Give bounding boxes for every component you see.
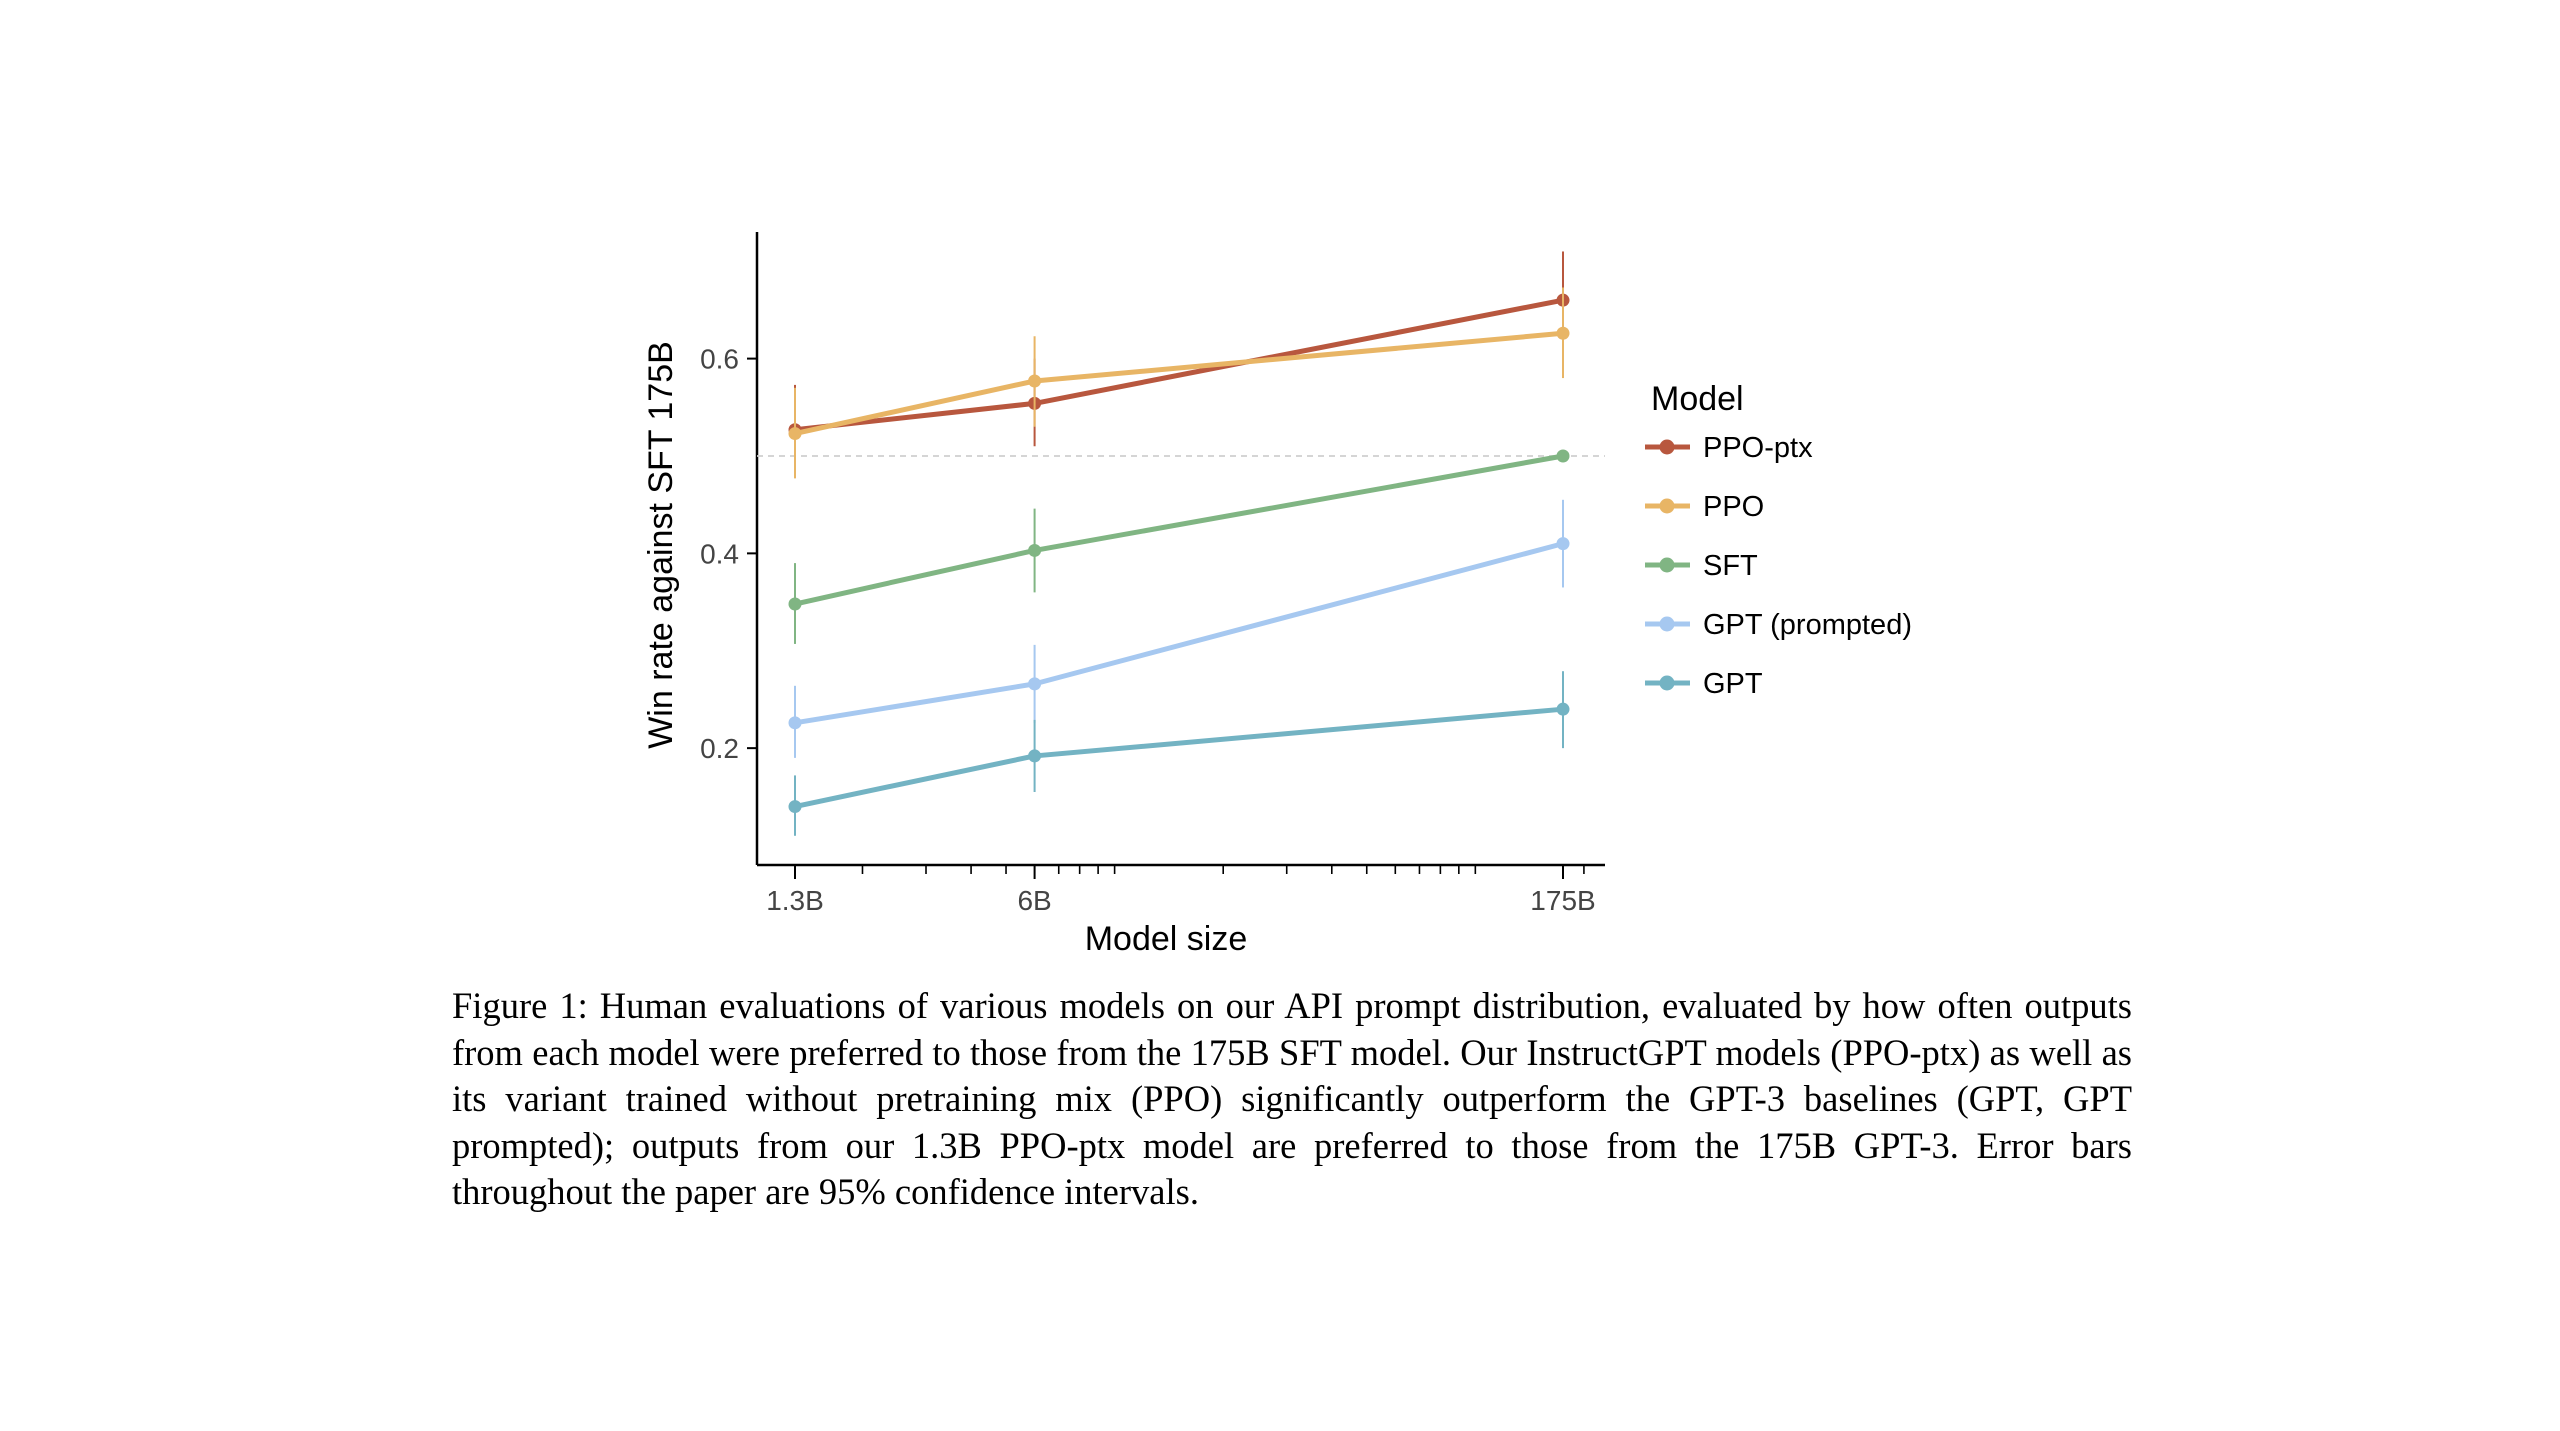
legend-swatch-point — [1659, 675, 1675, 691]
data-point — [1556, 702, 1570, 716]
axes: 0.2 0.4 0.6 1.3B 6B 175B — [700, 232, 1605, 916]
series-line — [792, 541, 1566, 726]
data-point — [1028, 374, 1042, 388]
legend-title: Model — [1651, 380, 1744, 418]
data-point — [1556, 326, 1570, 340]
data-point — [788, 800, 802, 814]
series-sft — [788, 449, 1570, 644]
legend-label: PPO-ptx — [1703, 432, 1813, 464]
data-point — [1556, 537, 1570, 551]
legend-item-ppo-ptx: PPO-ptx — [1645, 432, 1813, 464]
data-point — [788, 427, 802, 441]
axis-labels: Model size Win rate against SFT 175B — [642, 341, 1247, 958]
legend: Model PPO-ptx PPO SFT GPT (prompted) GPT — [1645, 380, 1912, 700]
x-tick-label: 175B — [1530, 885, 1595, 916]
legend-item-gpt: GPT — [1645, 668, 1763, 700]
legend-swatch-point — [1659, 557, 1675, 573]
y-tick-label: 0.2 — [700, 733, 739, 764]
y-tick-label: 0.4 — [700, 538, 739, 569]
y-tick-label: 0.6 — [700, 344, 739, 375]
data-point — [1028, 677, 1042, 691]
series-group — [788, 251, 1570, 836]
legend-item-ppo: PPO — [1645, 491, 1764, 523]
x-tick-label: 1.3B — [766, 885, 824, 916]
legend-swatch-point — [1659, 616, 1675, 632]
legend-item-sft: SFT — [1645, 550, 1758, 582]
legend-label: GPT — [1703, 668, 1763, 700]
x-tick-label: 6B — [1017, 885, 1051, 916]
legend-label: PPO — [1703, 491, 1764, 523]
data-point — [788, 716, 802, 730]
series-line — [792, 453, 1566, 607]
data-point — [1028, 749, 1042, 763]
legend-swatch-point — [1659, 439, 1675, 455]
x-axis-title: Model size — [1085, 920, 1248, 958]
data-point — [788, 597, 802, 611]
legend-label: SFT — [1703, 550, 1758, 582]
series-ppo — [788, 287, 1570, 479]
legend-swatch-point — [1659, 498, 1675, 514]
series-gpt — [788, 671, 1570, 836]
y-axis-title: Win rate against SFT 175B — [642, 341, 680, 749]
series-gpt-prompted — [788, 499, 1570, 758]
legend-item-gpt-prompted: GPT (prompted) — [1645, 609, 1912, 641]
figure-caption: Figure 1: Human evaluations of various m… — [452, 985, 2132, 1212]
data-point — [1028, 543, 1042, 557]
win-rate-chart: 0.2 0.4 0.6 1.3B 6B 175B Model size Win rate … — [642, 232, 1912, 958]
legend-label: GPT (prompted) — [1703, 609, 1912, 641]
series-line — [792, 706, 1566, 810]
data-point — [1556, 449, 1570, 463]
series-ppo-ptx — [788, 251, 1570, 476]
